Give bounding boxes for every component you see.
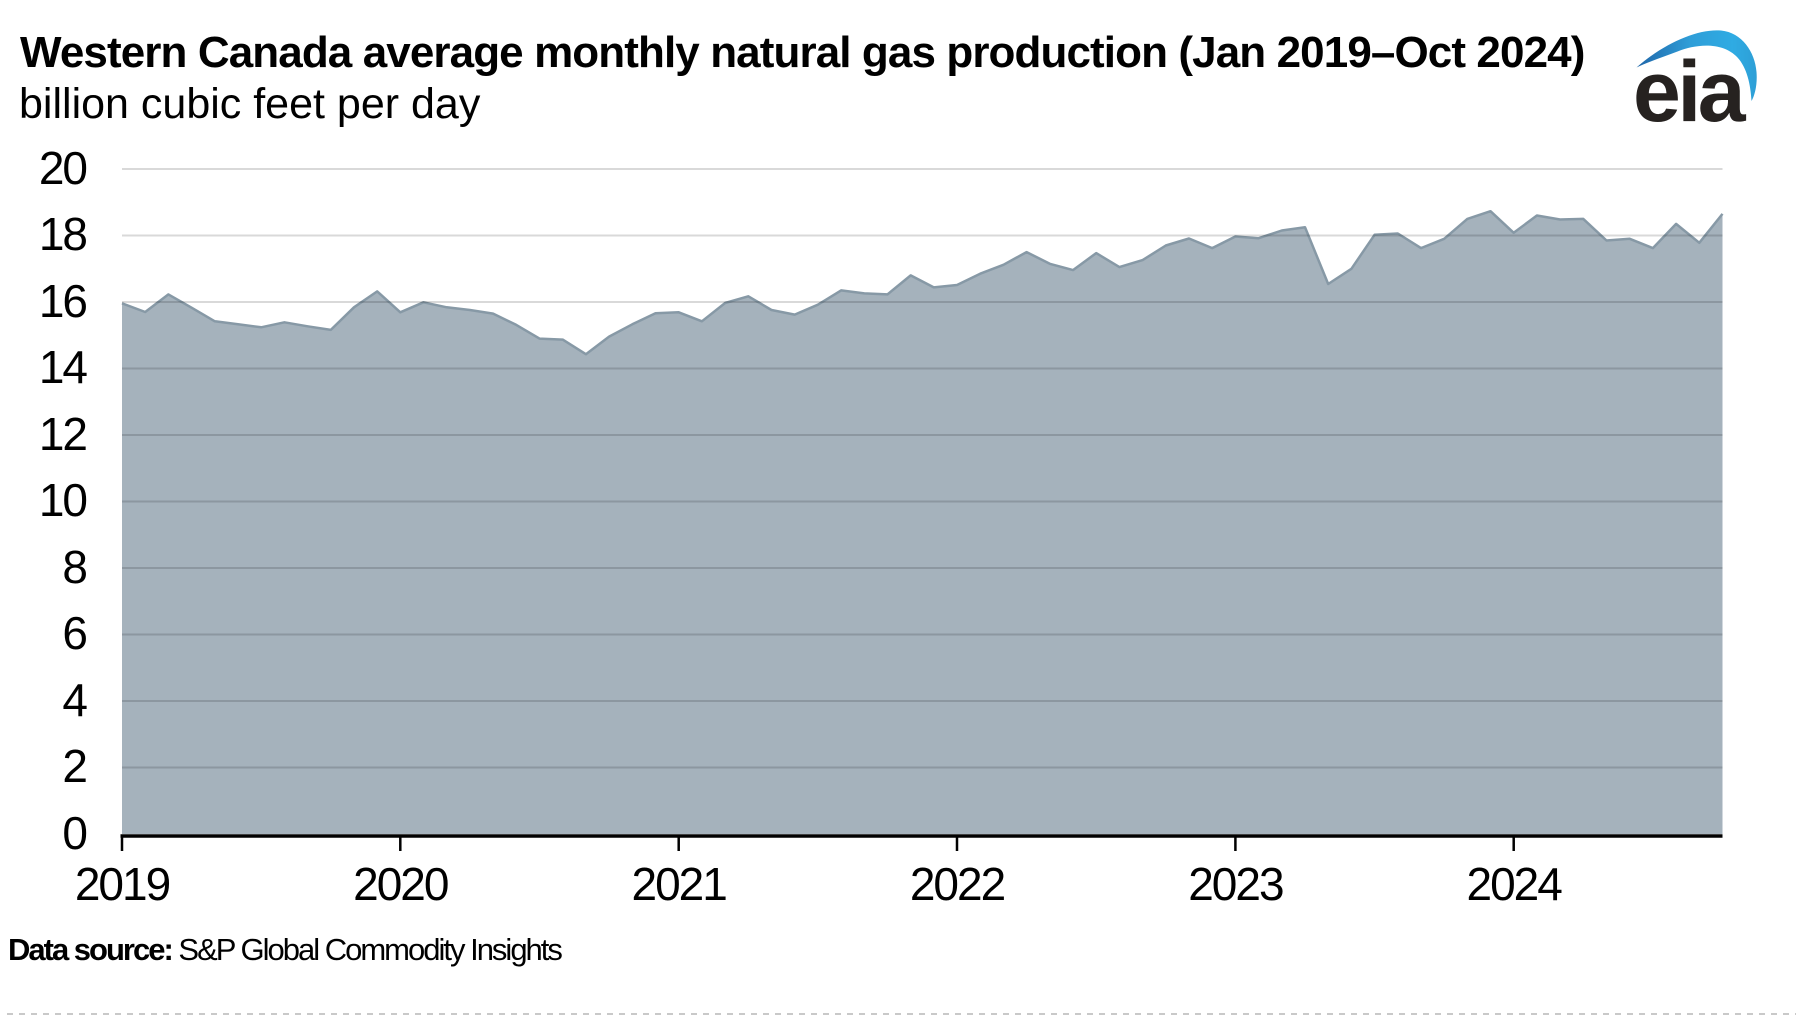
svg-text:eia: eia [1633,44,1747,140]
